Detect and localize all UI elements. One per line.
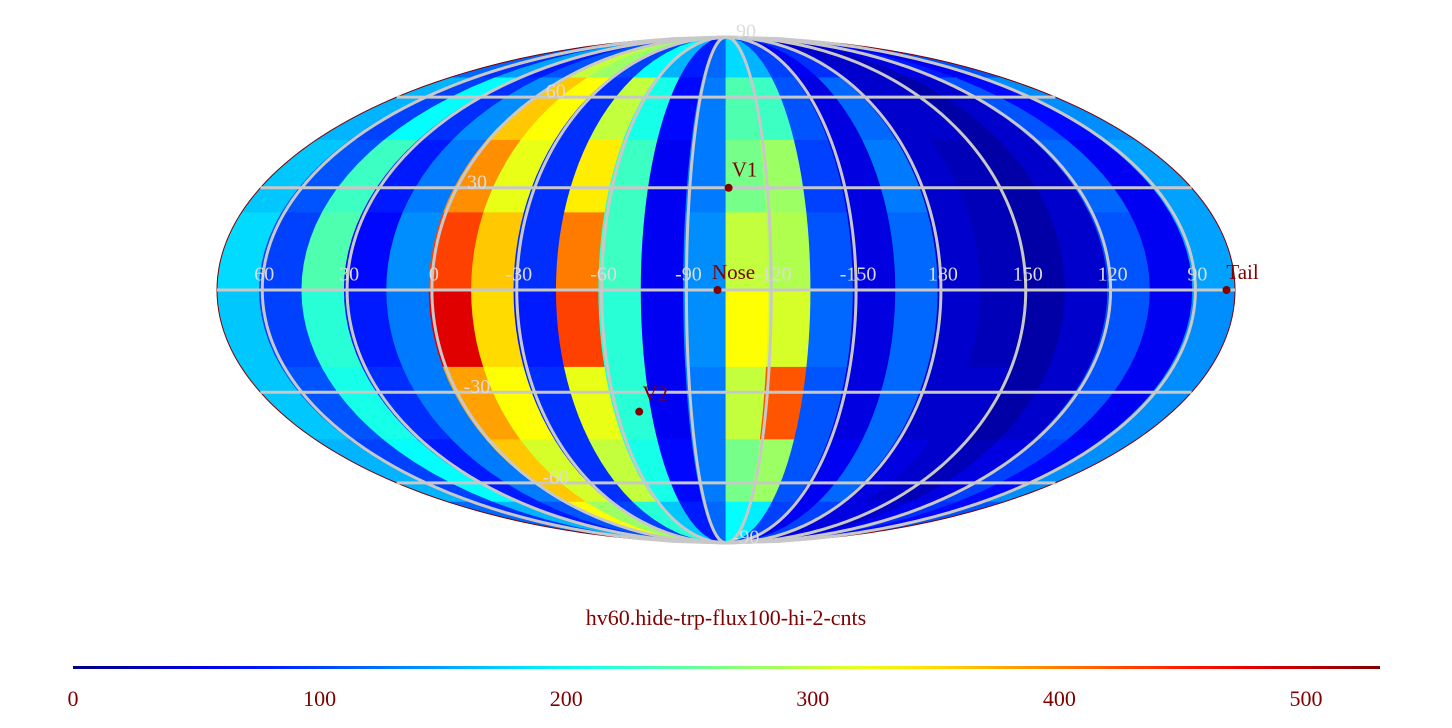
colorbar (73, 666, 1380, 669)
lon-tick-label: -120 (755, 264, 792, 286)
point-label: V2 (642, 381, 668, 405)
heatmap-cell (640, 289, 687, 368)
lon-tick-label: -60 (590, 264, 617, 286)
heatmap (216, 36, 1236, 544)
lat-tick-label: -90 (733, 527, 760, 549)
point-marker (635, 407, 644, 416)
colorbar-tick-label: 200 (550, 686, 583, 711)
lat-tick-label: 60 (546, 81, 566, 103)
colorbar-tick-label: 300 (796, 686, 829, 711)
colorbar-tick-label: 400 (1043, 686, 1076, 711)
point-marker (724, 183, 733, 192)
lat-tick-label: -30 (464, 376, 491, 398)
heatmap-cell (555, 289, 606, 368)
heatmap-cell (683, 289, 727, 368)
colorbar-tick-label: 0 (68, 686, 79, 711)
heatmap-cell (725, 366, 767, 441)
point-label: V1 (732, 158, 758, 182)
point-marker (713, 286, 722, 294)
lon-tick-label: 180 (928, 264, 958, 286)
colorbar-tick-label: 500 (1290, 686, 1323, 711)
heatmap-cell (765, 289, 812, 368)
point-marker (1222, 286, 1231, 294)
lat-tick-label: 30 (467, 171, 487, 193)
lon-tick-label: 120 (1098, 264, 1128, 286)
lon-tick-label: 60 (254, 264, 274, 286)
lon-tick-label: 30 (339, 264, 359, 286)
lon-tick-label: 90 (1187, 264, 1207, 286)
lat-tick-label: -60 (542, 466, 569, 488)
lon-tick-label: 0 (429, 264, 439, 286)
point-label: Nose (712, 260, 755, 284)
lon-tick-label: -90 (675, 264, 702, 286)
lat-tick-label: 90 (736, 21, 756, 43)
colorbar-tick-label: 100 (303, 686, 336, 711)
lon-tick-label: 150 (1013, 264, 1043, 286)
chart-title: hv60.hide-trp-flux100-hi-2-cnts (586, 605, 866, 630)
heatmap-cell (725, 289, 769, 368)
point-label: Tail (1226, 260, 1259, 284)
lon-tick-label: -30 (505, 264, 532, 286)
lon-tick-label: -150 (840, 264, 877, 286)
heatmap-cell (806, 289, 854, 368)
